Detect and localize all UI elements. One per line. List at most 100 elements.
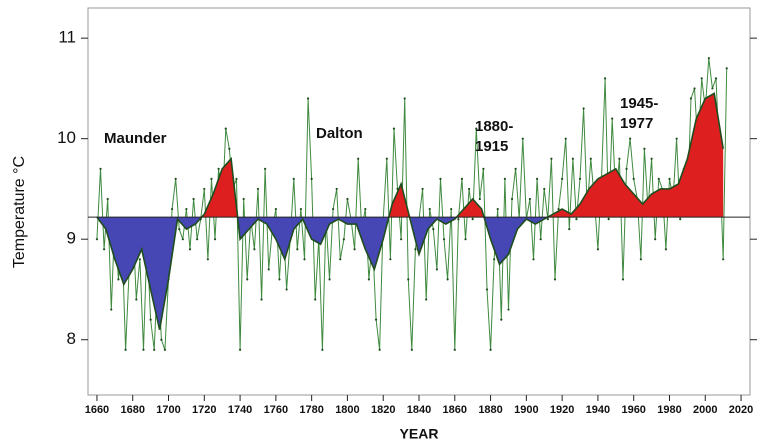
annual-point bbox=[321, 348, 324, 351]
x-tick-label: 1880 bbox=[478, 404, 502, 416]
annual-point bbox=[596, 248, 600, 251]
annual-point bbox=[650, 157, 653, 160]
annual-point bbox=[292, 177, 295, 180]
annual-point bbox=[603, 77, 607, 80]
annual-point bbox=[664, 248, 668, 251]
annual-point bbox=[196, 238, 199, 241]
annual-point bbox=[629, 137, 632, 140]
annotation: 1915 bbox=[475, 138, 508, 155]
annotation: 1945- bbox=[620, 95, 658, 112]
annual-point bbox=[478, 197, 481, 201]
x-tick-label: 1800 bbox=[335, 404, 359, 416]
annual-point bbox=[453, 348, 456, 351]
annual-point bbox=[400, 238, 403, 241]
annual-point bbox=[707, 57, 710, 60]
y-tick-label: 11 bbox=[58, 28, 76, 47]
annual-point bbox=[679, 217, 682, 221]
annual-point bbox=[278, 278, 281, 281]
annual-point bbox=[539, 238, 542, 241]
annual-point bbox=[99, 167, 102, 170]
annual-point bbox=[142, 348, 145, 351]
annual-point bbox=[546, 217, 549, 221]
annual-point bbox=[238, 348, 242, 351]
annual-point bbox=[714, 77, 718, 80]
annual-point bbox=[611, 117, 614, 120]
annual-point bbox=[256, 187, 260, 191]
x-tick-label: 1780 bbox=[299, 404, 323, 416]
annual-point bbox=[621, 278, 625, 281]
annual-point bbox=[407, 278, 410, 281]
x-tick-label: 1700 bbox=[156, 404, 180, 416]
annual-point bbox=[192, 197, 195, 201]
x-tick-label: 2020 bbox=[729, 404, 753, 416]
annual-point bbox=[618, 157, 621, 160]
annual-point bbox=[339, 258, 342, 261]
annual-point bbox=[528, 197, 532, 201]
annual-point bbox=[181, 238, 184, 241]
annual-point bbox=[178, 228, 181, 231]
annual-point bbox=[675, 137, 678, 140]
x-tick-label: 1980 bbox=[657, 404, 681, 416]
annual-point bbox=[711, 87, 714, 90]
annual-point bbox=[410, 348, 413, 351]
annual-point bbox=[689, 97, 693, 100]
annual-point bbox=[654, 238, 657, 241]
annual-point bbox=[310, 177, 313, 180]
annual-point bbox=[725, 67, 728, 70]
annual-point bbox=[657, 177, 660, 180]
annual-point bbox=[170, 207, 174, 211]
y-tick-label: 8 bbox=[67, 329, 76, 348]
annual-point bbox=[535, 177, 539, 180]
annual-point bbox=[374, 318, 378, 321]
annual-point bbox=[306, 97, 310, 100]
annual-point bbox=[210, 177, 213, 180]
annual-point bbox=[153, 348, 156, 351]
annual-point bbox=[235, 177, 238, 180]
annual-point bbox=[117, 278, 120, 281]
annual-point bbox=[532, 258, 535, 261]
y-axis-title: Temperature °C bbox=[11, 156, 28, 268]
annual-point bbox=[435, 268, 438, 271]
x-tick-label: 1740 bbox=[228, 404, 252, 416]
annual-point bbox=[521, 137, 524, 140]
annotation: 1977 bbox=[620, 115, 653, 132]
annual-point bbox=[493, 258, 496, 261]
annual-point bbox=[464, 238, 467, 241]
annual-point bbox=[639, 258, 642, 261]
annual-point bbox=[442, 238, 446, 241]
annual-point bbox=[95, 238, 99, 241]
annual-point bbox=[571, 157, 574, 160]
annual-point bbox=[475, 127, 478, 130]
annual-point bbox=[364, 207, 367, 211]
annual-point bbox=[332, 207, 335, 211]
annual-point bbox=[668, 177, 671, 180]
annual-point bbox=[589, 157, 592, 160]
annual-point bbox=[224, 127, 227, 130]
x-tick-label: 1820 bbox=[371, 404, 395, 416]
annual-point bbox=[446, 278, 449, 281]
y-tick-label: 10 bbox=[57, 128, 76, 147]
x-tick-label: 1720 bbox=[192, 404, 216, 416]
annual-point bbox=[217, 167, 220, 170]
annual-point bbox=[414, 248, 417, 251]
annual-point bbox=[206, 258, 209, 261]
annual-point bbox=[632, 177, 635, 180]
annual-point bbox=[185, 207, 188, 211]
annual-point bbox=[335, 187, 338, 191]
annual-point bbox=[457, 217, 460, 221]
annual-point bbox=[367, 278, 371, 281]
annual-point bbox=[314, 298, 317, 301]
x-tick-label: 1920 bbox=[550, 404, 574, 416]
annual-point bbox=[385, 157, 388, 160]
annual-point bbox=[425, 298, 428, 301]
x-tick-label: 1760 bbox=[264, 404, 288, 416]
annual-point bbox=[160, 338, 163, 341]
annual-point bbox=[246, 278, 249, 281]
annual-point bbox=[103, 248, 106, 251]
annual-point bbox=[392, 127, 396, 130]
annual-point bbox=[110, 308, 113, 311]
annual-point bbox=[500, 318, 503, 321]
annual-point bbox=[510, 197, 514, 201]
annual-point bbox=[607, 217, 610, 221]
